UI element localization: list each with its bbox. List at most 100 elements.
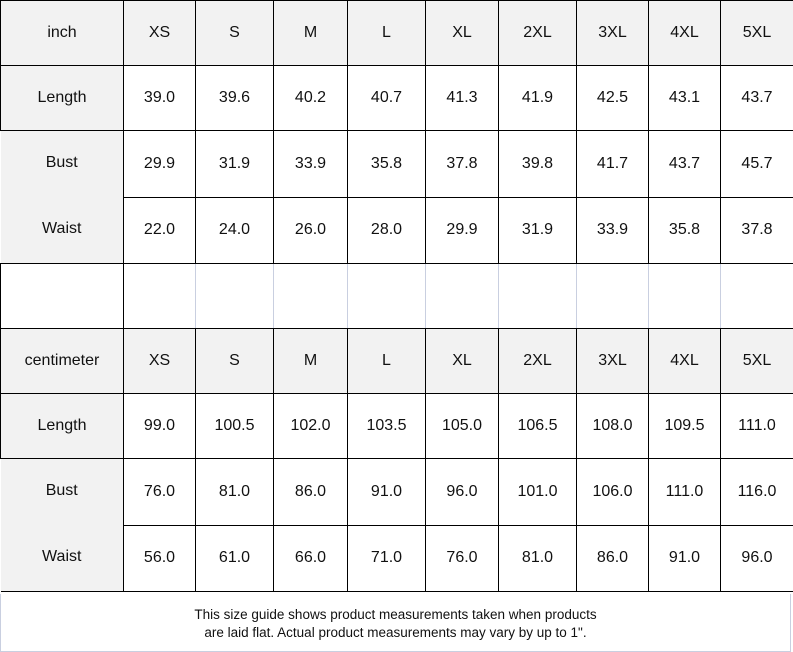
table-row: Bust Waist 29.9 31.9 33.9 35.8 37.8 39.8 41.7 43.… xyxy=(0,130,793,264)
value-cell: 33.9 xyxy=(273,130,348,198)
value-cell: 71.0 xyxy=(347,524,426,592)
row-label-bust: Bust xyxy=(45,482,78,499)
size-header-3xl: 3XL xyxy=(576,0,649,66)
value-cell: 96.0 xyxy=(425,458,499,526)
size-chart-table: inch XS S M L XL 2XL 3XL 4XL 5XL Length 39.0 39.6 40.… xyxy=(0,0,793,592)
note-line-1: This size guide shows product measuremen… xyxy=(194,607,597,622)
size-header-xs: XS xyxy=(123,0,196,66)
header-row: inch XS S M L XL 2XL 3XL 4XL 5XL xyxy=(0,0,793,66)
value-cell: 31.9 xyxy=(195,130,274,198)
value-cell: 91.0 xyxy=(648,524,721,592)
table-row: Bust Waist 76.0 81.0 86.0 91.0 96.0 101.0 106.0 1… xyxy=(0,458,793,592)
value-cell: 41.7 xyxy=(576,130,649,198)
value-cell: 108.0 xyxy=(576,393,649,459)
size-header-xl: XL xyxy=(425,0,499,66)
size-header-2xl: 2XL xyxy=(498,0,577,66)
size-header-s: S xyxy=(195,0,274,66)
size-header-l: L xyxy=(347,0,426,66)
value-cell: 56.0 xyxy=(123,524,196,592)
value-cell: 33.9 xyxy=(576,196,649,264)
value-cell: 40.2 xyxy=(273,65,348,131)
value-cell: 41.3 xyxy=(425,65,499,131)
value-cell: 37.8 xyxy=(720,196,793,264)
empty-cell xyxy=(720,263,793,329)
empty-cell xyxy=(0,263,124,329)
header-row: centimeter XS S M L XL 2XL 3XL 4XL 5XL xyxy=(0,328,793,394)
value-cell: 39.8 xyxy=(498,130,577,198)
value-cell: 24.0 xyxy=(195,196,274,264)
size-header-l: L xyxy=(347,328,426,394)
value-cell: 102.0 xyxy=(273,393,348,459)
unit-header: inch xyxy=(0,0,124,66)
value-cell: 40.7 xyxy=(347,65,426,131)
size-header-5xl: 5XL xyxy=(720,0,793,66)
row-label-waist: Waist xyxy=(42,220,82,237)
empty-cell xyxy=(347,263,426,329)
value-cell: 86.0 xyxy=(273,458,348,526)
table-row: Length 99.0 100.5 102.0 103.5 105.0 106.5 108.0… xyxy=(0,393,793,459)
size-header-4xl: 4XL xyxy=(648,328,721,394)
table-row: 22.0 24.0 26.0 28.0 29.9 31.9 33.9 35.8 37.8 xyxy=(1,196,793,264)
value-cell: 45.7 xyxy=(720,130,793,198)
value-cell: 103.5 xyxy=(347,393,426,459)
row-label-bust: Bust xyxy=(45,154,78,171)
value-cell: 43.7 xyxy=(648,130,721,198)
value-cell: 105.0 xyxy=(425,393,499,459)
value-cell: 39.6 xyxy=(195,65,274,131)
empty-cell xyxy=(273,263,348,329)
value-cell: 41.9 xyxy=(498,65,577,131)
value-cell: 22.0 xyxy=(123,196,196,264)
value-cell: 43.7 xyxy=(720,65,793,131)
value-cell: 29.9 xyxy=(425,196,499,264)
size-header-5xl: 5XL xyxy=(720,328,793,394)
size-header-3xl: 3XL xyxy=(576,328,649,394)
value-cell: 61.0 xyxy=(195,524,274,592)
row-labels-bust-waist: Bust Waist xyxy=(0,458,124,592)
value-cell: 43.1 xyxy=(648,65,721,131)
value-cell: 111.0 xyxy=(720,393,793,459)
value-cell: 76.0 xyxy=(123,458,196,526)
row-label-waist: Waist xyxy=(42,548,82,565)
spacer-row xyxy=(0,263,793,329)
value-cell: 116.0 xyxy=(720,458,793,526)
empty-cell xyxy=(498,263,577,329)
size-header-s: S xyxy=(195,328,274,394)
size-header-m: M xyxy=(273,0,348,66)
value-cell: 66.0 xyxy=(273,524,348,592)
unit-header: centimeter xyxy=(0,328,124,394)
value-cell: 99.0 xyxy=(123,393,196,459)
row-label-length: Length xyxy=(0,393,124,459)
value-cell: 37.8 xyxy=(425,130,499,198)
size-header-xl: XL xyxy=(425,328,499,394)
note-line-2: are laid flat. Actual product measuremen… xyxy=(204,625,587,640)
value-cell: 76.0 xyxy=(425,524,499,592)
value-cell: 81.0 xyxy=(195,458,274,526)
value-cell: 100.5 xyxy=(195,393,274,459)
value-cell: 91.0 xyxy=(347,458,426,526)
value-cell: 35.8 xyxy=(648,196,721,264)
table-row: 56.0 61.0 66.0 71.0 76.0 81.0 86.0 91.0 96.0 xyxy=(1,524,793,592)
value-cell: 29.9 xyxy=(123,130,196,198)
value-cell: 26.0 xyxy=(273,196,348,264)
value-cell: 86.0 xyxy=(576,524,649,592)
value-cell: 81.0 xyxy=(498,524,577,592)
empty-cell xyxy=(425,263,499,329)
value-cell: 106.0 xyxy=(576,458,649,526)
size-header-4xl: 4XL xyxy=(648,0,721,66)
value-cell: 96.0 xyxy=(720,524,793,592)
value-cell: 31.9 xyxy=(498,196,577,264)
size-header-m: M xyxy=(273,328,348,394)
value-cell: 28.0 xyxy=(347,196,426,264)
row-labels-bust-waist: Bust Waist xyxy=(0,130,124,264)
value-cell: 111.0 xyxy=(648,458,721,526)
value-cell: 39.0 xyxy=(123,65,196,131)
value-cell: 109.5 xyxy=(648,393,721,459)
value-cell: 101.0 xyxy=(498,458,577,526)
empty-cell xyxy=(648,263,721,329)
empty-cell xyxy=(123,263,196,329)
value-cell: 42.5 xyxy=(576,65,649,131)
size-header-2xl: 2XL xyxy=(498,328,577,394)
value-cell: 35.8 xyxy=(347,130,426,198)
row-label-length: Length xyxy=(0,65,124,131)
empty-cell xyxy=(195,263,274,329)
